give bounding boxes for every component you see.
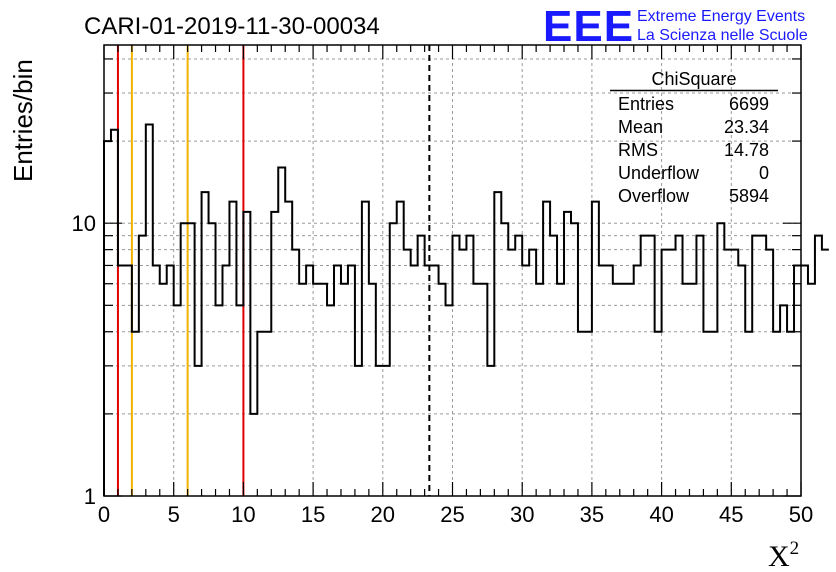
stats-label-underflow: Underflow [618, 163, 700, 183]
y-tick-label: 1 [84, 484, 96, 509]
x-tick-label: 0 [98, 502, 110, 527]
x-tick-label: 10 [231, 502, 255, 527]
x-axis-label-superscript: 2 [790, 538, 800, 559]
x-axis-label: X2 [768, 538, 799, 572]
logo-line-2: La Scienza nelle Scuole [637, 27, 808, 44]
y-axis-label: Entries/bin [8, 59, 38, 182]
x-tick-label: 50 [789, 502, 813, 527]
stats-label-overflow: Overflow [618, 186, 690, 206]
chart-title: CARI-01-2019-11-30-00034 [84, 13, 380, 40]
stats-value-underflow: 0 [759, 163, 769, 183]
y-tick-label: 10 [72, 211, 96, 236]
x-axis-label-base: X [768, 540, 790, 572]
stats-label-mean: Mean [618, 117, 663, 137]
stats-box: ChiSquare Entries 6699 Mean 23.34 RMS 14… [610, 69, 778, 206]
histogram-series [103, 123, 829, 496]
x-tick-label: 40 [649, 502, 673, 527]
stats-title: ChiSquare [651, 69, 736, 89]
x-tick-label: 15 [301, 502, 325, 527]
plot-frame [103, 44, 802, 497]
x-tick-label: 30 [510, 502, 534, 527]
x-tick-label: 45 [719, 502, 743, 527]
logo-mark: EEE [543, 2, 634, 51]
x-tick-label: 25 [440, 502, 464, 527]
eee-logo: EEE Extreme Energy Events La Scienza nel… [543, 2, 808, 51]
stats-value-rms: 14.78 [724, 140, 769, 160]
stats-value-mean: 23.34 [724, 117, 769, 137]
tick-labels: 0 5 10 15 20 25 30 35 40 45 50 1 10 [72, 211, 814, 527]
x-tick-label: 35 [580, 502, 604, 527]
stats-value-overflow: 5894 [729, 186, 769, 206]
stats-label-entries: Entries [618, 94, 674, 114]
stats-label-rms: RMS [618, 140, 658, 160]
stats-value-entries: 6699 [729, 94, 769, 114]
x-tick-label: 20 [371, 502, 395, 527]
x-tick-label: 5 [168, 502, 180, 527]
logo-line-1: Extreme Energy Events [637, 8, 805, 25]
